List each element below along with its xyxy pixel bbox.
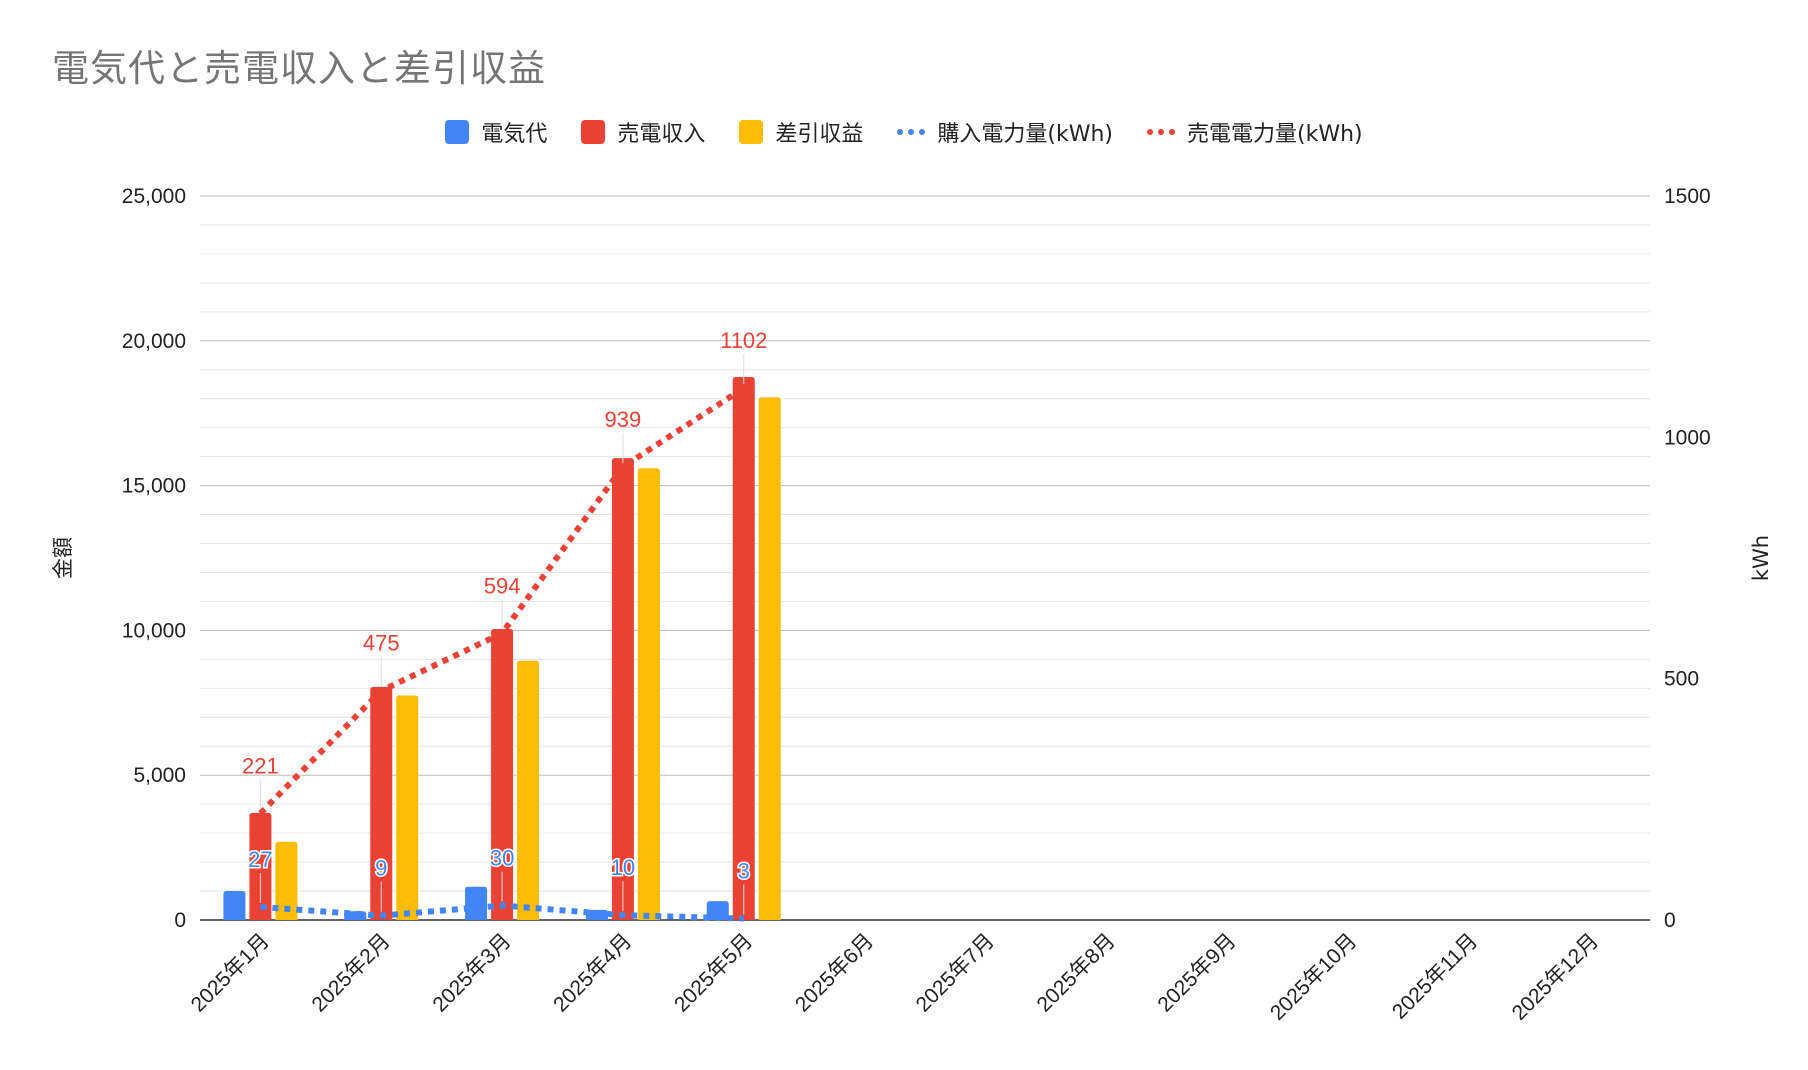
data-label: 939 [605,407,642,432]
data-label: 27 [248,847,272,872]
y-left-tick-label: 10,000 [122,619,186,642]
legend-swatch-red [581,120,606,144]
data-label: 221 [242,753,279,778]
x-tick-label: 2025年2月 [308,929,395,1016]
legend-label: 電気代 [481,122,548,147]
grid [200,195,1650,921]
y-left-tick-label: 5,000 [133,764,186,787]
data-label: 1102 [720,328,767,353]
y-right-axis-title: kWh [1749,535,1773,581]
y-left-tick-label: 25,000 [122,185,186,208]
x-tick-label: 2025年7月 [912,929,999,1016]
legend-dash-blue [897,129,926,135]
legend-item-purchased-kwh[interactable]: 購入電力量(kWh) [897,116,1113,148]
x-tick-label: 2025年10月 [1266,929,1362,1025]
x-tick-label: 2025年3月 [428,929,515,1016]
legend-item-net-profit[interactable]: 差引収益 [739,116,863,148]
bar [396,695,419,920]
chart-title: 電気代と売電収入と差引収益 [52,47,546,90]
x-tick-label: 2025年11月 [1388,929,1482,1023]
legend: 電気代 売電収入 差引収益 購入電力量(kWh) 売電電力量(kWh) [0,116,1808,148]
legend-swatch-yellow [739,120,764,144]
legend-item-sales-income[interactable]: 売電収入 [581,116,705,148]
y-right-tick-label: 1000 [1664,426,1711,449]
bar [758,397,781,921]
lines [258,385,746,922]
bar [491,628,514,920]
data-label: 475 [363,631,400,656]
x-tick-label: 2025年1月 [187,929,274,1016]
legend-item-electricity-cost[interactable]: 電気代 [445,116,547,148]
legend-swatch-blue [445,120,470,144]
y-left-tick-label: 0 [174,909,186,932]
data-label: 594 [484,573,521,598]
axes: 0 5,000 10,000 15,000 20,000 25,000 0 500 1000 15… [51,185,1773,1025]
data-labels: 27 9 30 10 3 221 475 594 939 1102 [242,328,767,915]
data-label: 10 [611,855,635,880]
x-tick-label: 2025年12月 [1508,929,1604,1025]
bar [223,891,246,920]
x-tick-label: 2025年6月 [791,929,878,1016]
bar [249,812,272,920]
y-left-axis-title: 金額 [51,537,75,579]
x-tick-label: 2025年5月 [670,929,757,1016]
legend-item-sold-kwh[interactable]: 売電電力量(kWh) [1147,116,1363,148]
data-label: 30 [490,846,514,871]
legend-label: 購入電力量(kWh) [937,122,1114,147]
bar [706,901,729,920]
x-tick-label: 2025年8月 [1033,929,1120,1016]
series-line [260,902,744,922]
y-right-tick-label: 1500 [1664,185,1711,208]
data-label: 9 [375,856,387,881]
legend-label: 差引収益 [775,122,864,147]
legend-label: 売電電力量(kWh) [1187,122,1363,147]
y-left-tick-label: 15,000 [122,475,186,498]
x-tick-label: 2025年4月 [549,929,636,1016]
x-tick-label: 2025年9月 [1153,929,1240,1016]
bar [370,686,393,920]
bar [732,377,755,920]
legend-label: 売電収入 [617,122,706,147]
bar [517,660,540,920]
bars [223,377,781,921]
data-label: 3 [738,859,750,884]
y-left-tick-label: 20,000 [122,330,186,353]
bar [465,886,488,920]
legend-dash-red [1147,129,1176,135]
y-right-tick-label: 0 [1664,909,1676,932]
bar [275,841,298,920]
bar [611,458,634,920]
bar [637,468,660,920]
y-right-tick-label: 500 [1664,668,1699,691]
series-line [258,385,746,816]
